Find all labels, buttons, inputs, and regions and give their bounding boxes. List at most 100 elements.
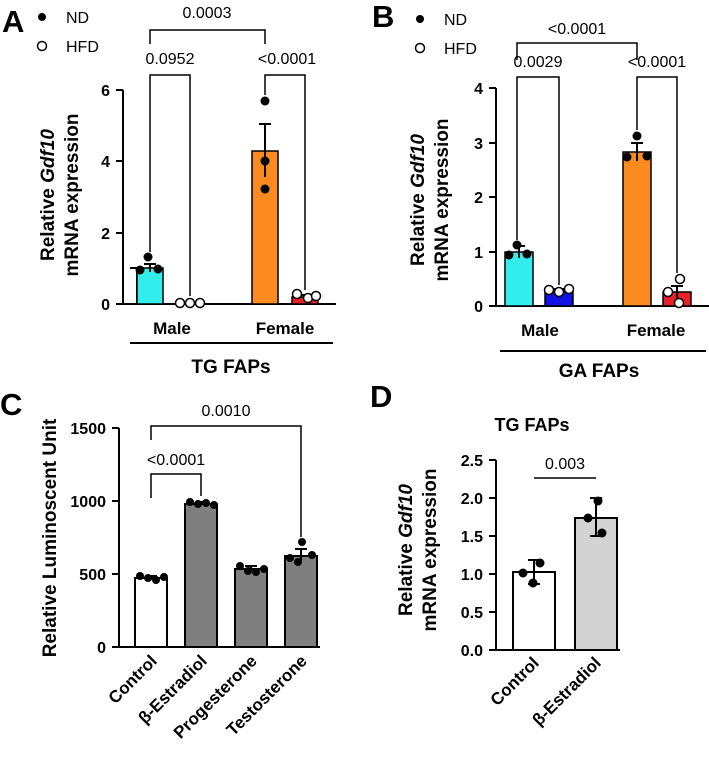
data-point	[308, 551, 316, 559]
chart-title: TG FAPs	[494, 415, 569, 435]
y-axis-label-line1: Relative Gdf10	[408, 134, 429, 266]
data-point	[512, 240, 522, 250]
y-tick-label: 1500	[70, 421, 106, 438]
data-point	[535, 558, 545, 568]
y-tick-label: 2.0	[461, 491, 483, 508]
data-point	[260, 565, 268, 573]
data-point	[553, 286, 565, 298]
panel-b: B ND HFD Relative Gdf10 mRNA expression …	[372, 0, 709, 382]
category-label-control: Control	[487, 653, 543, 709]
y-axis-label-line2: mRNA expression	[432, 119, 453, 282]
bar-progesterone	[234, 568, 268, 648]
p-value-nd: 0.0003	[183, 5, 232, 22]
legend-hfd-label: HFD	[444, 41, 477, 58]
legend-hfd-label: HFD	[66, 39, 99, 56]
y-axis-label-prefix: Relative	[38, 183, 59, 261]
data-point	[528, 578, 538, 588]
data-point	[260, 156, 270, 166]
panel-d: D TG FAPs Relative Gdf10 mRNA expression…	[370, 379, 620, 730]
y-tick-label: 2.5	[461, 453, 483, 470]
panel-c: C Relative Luminoscent Unit 0 500 1000 1…	[0, 387, 320, 742]
data-point	[194, 297, 206, 309]
comparison-bracket-nd	[149, 29, 266, 44]
y-axis-label-prefix: Relative	[396, 538, 417, 616]
data-point	[662, 286, 674, 298]
bar-beta-estradiol	[184, 503, 218, 648]
category-label-female: Female	[627, 321, 686, 340]
p-value-nd: <0.0001	[548, 21, 606, 38]
y-axis-label-prefix: Relative	[408, 188, 429, 266]
y-axis-label-line2: mRNA expression	[420, 469, 441, 632]
y-axis-label: Relative Luminoscent Unit	[40, 418, 61, 657]
comparison-bracket-testosterone	[150, 425, 302, 537]
data-point	[593, 496, 603, 506]
p-value-female: <0.0001	[628, 54, 686, 71]
bar-beta-estradiol	[574, 517, 618, 651]
category-label-male: Male	[521, 321, 559, 340]
data-point	[286, 554, 294, 562]
panel-a: A ND HFD Relative Gdf10 mRNA expression …	[2, 4, 336, 378]
panel-label-c: C	[0, 387, 22, 422]
group-label: GA FAPs	[559, 361, 640, 382]
y-tick-label: 0	[474, 299, 483, 316]
bar-male-nd	[504, 251, 534, 307]
data-point	[143, 252, 153, 262]
category-label-male: Male	[153, 319, 191, 338]
y-axis-label-gene: Gdf10	[396, 484, 417, 538]
comparison-bracket-male	[149, 74, 191, 296]
data-point	[202, 499, 210, 507]
y-axis-label-line1: Relative Gdf10	[396, 484, 417, 616]
y-tick-label: 1.5	[461, 529, 483, 546]
y-axis-label-gene: Gdf10	[408, 134, 429, 188]
data-point	[252, 568, 260, 576]
data-point	[622, 152, 632, 162]
legend-nd-label: ND	[66, 10, 89, 27]
y-tick-label: 1000	[70, 494, 106, 511]
bar-control	[134, 577, 168, 648]
data-point	[194, 500, 202, 508]
data-point	[518, 568, 528, 578]
data-point	[310, 290, 322, 302]
y-tick-label: 4	[101, 154, 110, 171]
legend-hfd-marker	[414, 42, 426, 54]
p-value-female: <0.0001	[258, 51, 316, 68]
data-point	[144, 574, 152, 582]
y-axis-label-line2: mRNA expression	[62, 114, 83, 277]
data-point	[632, 131, 642, 141]
y-tick-label: 2	[474, 190, 483, 207]
panel-label-b: B	[372, 0, 394, 34]
comparison-bracket-female	[264, 74, 306, 290]
data-point	[260, 184, 270, 194]
data-point	[210, 501, 218, 509]
data-point	[153, 264, 163, 274]
comparison-bracket-male	[516, 76, 560, 285]
data-point	[186, 498, 194, 506]
y-tick-label: 6	[101, 83, 110, 100]
data-point	[597, 528, 607, 538]
y-tick-label: 4	[474, 81, 483, 98]
data-point	[291, 288, 303, 300]
y-tick-label: 0	[101, 297, 110, 314]
y-tick-label: 1	[474, 245, 483, 262]
panel-label-d: D	[370, 379, 392, 414]
group-label: TG FAPs	[191, 357, 270, 378]
p-value-estradiol: <0.0001	[147, 452, 205, 469]
comparison-bracket-nd	[516, 42, 638, 60]
bar-male-nd	[136, 267, 164, 305]
legend-nd-marker	[416, 15, 424, 23]
bar-testosterone	[284, 555, 318, 648]
y-tick-label: 0.5	[461, 605, 483, 622]
data-point	[174, 297, 186, 309]
data-point	[298, 538, 306, 546]
data-point	[260, 96, 270, 106]
legend-hfd-marker	[36, 40, 48, 52]
legend-nd-label: ND	[444, 12, 467, 29]
y-tick-label: 500	[79, 567, 106, 584]
y-tick-label: 0.0	[461, 643, 483, 660]
comparison-bracket-female	[636, 76, 678, 273]
y-axis-label-line1: Relative Gdf10	[38, 129, 59, 261]
y-tick-label: 2	[101, 226, 110, 243]
bar-female-nd	[251, 150, 279, 305]
p-value-male: 0.0952	[146, 51, 195, 68]
